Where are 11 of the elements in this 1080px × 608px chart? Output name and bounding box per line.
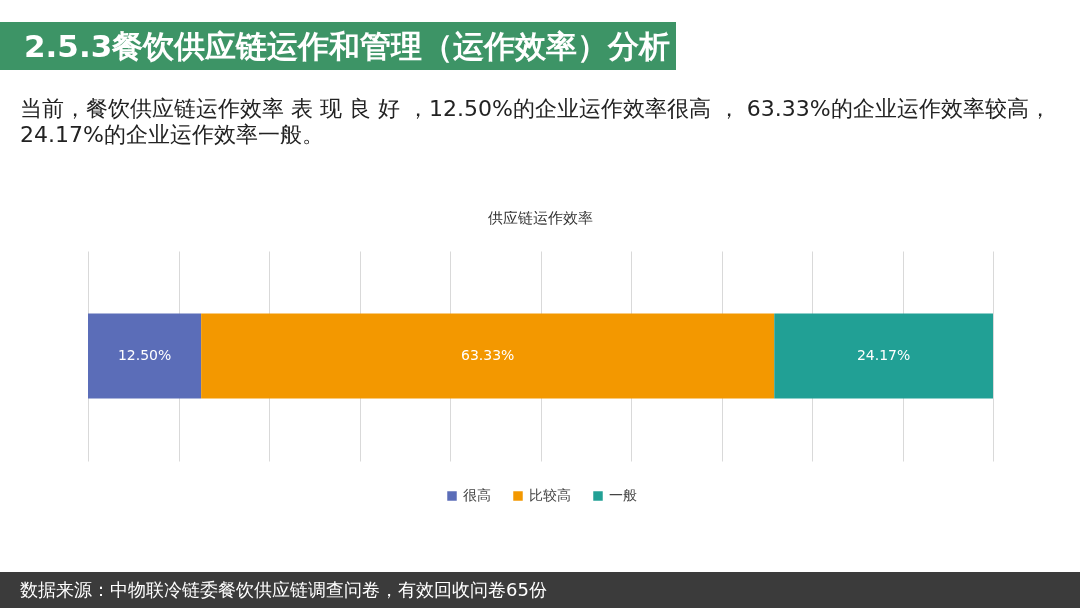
- legend-label: 比较高: [529, 487, 571, 503]
- text: 当前，餐饮供应链运作效率 表 现 良 好 ，12.50%的企业运作效率很高 ， 63.33%的企业运作效率较高，24.17%的企业运作效率一般。: [20, 96, 1052, 148]
- legend-label: 一般: [609, 487, 637, 503]
- data-label: 63.33%: [461, 347, 515, 363]
- data-label: 12.50%: [117, 347, 172, 363]
- data-label: 24.17%: [856, 347, 911, 363]
- banner: 2.5.3餐饮供应链运作和管理（运作效率）分析: [0, 22, 677, 70]
- legend-label: 很高: [463, 487, 491, 503]
- chart-subtitle: 供应链运作效率: [488, 209, 593, 227]
- source-note: 数据来源：中物联冷链委餐饮供应链调查问卷，有效回收问卷65份: [0, 572, 1080, 608]
- chart-title: 2.5.3餐饮供应链运作和管理（运作效率）分析: [24, 28, 671, 64]
